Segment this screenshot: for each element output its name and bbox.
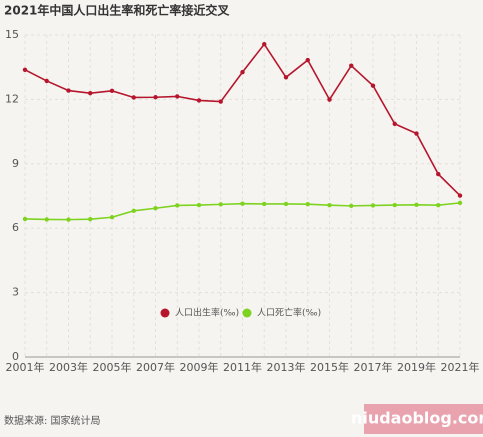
data-point — [66, 217, 71, 222]
data-point — [218, 99, 223, 104]
data-point — [457, 193, 463, 198]
data-point — [283, 201, 289, 207]
x-tick-label: 2009年 — [180, 360, 219, 374]
y-tick-label: 9 — [12, 157, 19, 170]
watermark-box — [364, 404, 483, 434]
data-point — [305, 201, 310, 207]
data-point — [109, 88, 115, 94]
x-tick-label: 2003年 — [49, 360, 88, 374]
data-point — [349, 63, 354, 68]
legend-label: 人口死亡率(‰) — [257, 307, 321, 319]
y-tick-label: 12 — [5, 92, 19, 105]
data-point — [349, 203, 354, 209]
x-tick-label: 2015年 — [310, 360, 349, 374]
data-point — [240, 201, 245, 206]
data-point — [327, 97, 332, 102]
data-point — [109, 215, 115, 220]
data-point — [370, 203, 376, 208]
legend-marker — [160, 308, 170, 318]
x-tick-label: 2019年 — [397, 360, 436, 374]
data-point — [175, 203, 180, 208]
data-point — [22, 216, 28, 222]
x-tick-label: 2005年 — [93, 360, 132, 374]
data-point — [370, 83, 376, 88]
data-point — [153, 95, 158, 100]
x-tick-label: 2001年 — [6, 360, 45, 374]
y-tick-label: 15 — [5, 28, 19, 41]
y-tick-label: 0 — [12, 350, 19, 363]
source: 数据来源: 国家统计局 — [4, 414, 101, 427]
data-point — [131, 208, 136, 214]
data-point — [66, 88, 71, 93]
data-point — [262, 201, 267, 207]
data-point — [196, 98, 202, 103]
data-point — [262, 42, 267, 47]
watermark: niudaoblog.com — [351, 409, 483, 428]
data-point — [414, 202, 419, 208]
x-tick-label: 2011年 — [223, 360, 262, 374]
data-point — [436, 203, 441, 208]
x-tick-label: 2021年 — [441, 360, 480, 374]
data-point — [392, 202, 397, 208]
data-point — [392, 121, 397, 127]
data-point — [88, 90, 93, 96]
data-point — [436, 171, 441, 177]
data-point — [196, 202, 202, 208]
y-tick-label: 3 — [12, 286, 19, 299]
data-point — [305, 57, 310, 63]
data-point — [22, 67, 28, 72]
data-point — [240, 69, 245, 75]
data-point — [153, 206, 158, 211]
data-point — [44, 78, 49, 84]
legend-marker — [242, 308, 252, 318]
x-tick-label: 2017年 — [354, 360, 393, 374]
data-point — [283, 75, 289, 80]
x-tick-label: 2007年 — [136, 360, 175, 374]
data-point — [88, 216, 93, 222]
y-tick-label: 6 — [12, 221, 19, 234]
data-point — [414, 131, 419, 136]
data-point — [131, 95, 136, 100]
legend-label: 人口出生率(‰) — [175, 307, 239, 319]
data-point — [457, 200, 463, 206]
data-point — [44, 217, 49, 222]
x-tick-label: 2013年 — [267, 360, 306, 374]
data-point — [327, 203, 332, 208]
data-point — [175, 94, 180, 99]
chart-title: 2021年中国人口出生率和死亡率接近交叉 — [4, 3, 230, 18]
data-point — [218, 202, 223, 207]
